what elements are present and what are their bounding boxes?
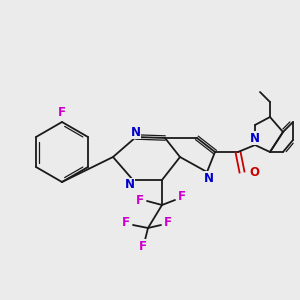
Text: F: F [58, 106, 66, 118]
Text: F: F [178, 190, 186, 203]
Text: F: F [122, 217, 130, 230]
Text: F: F [136, 194, 144, 206]
Text: F: F [164, 217, 172, 230]
Text: F: F [139, 239, 147, 253]
Text: N: N [204, 172, 214, 184]
Text: N: N [131, 125, 141, 139]
Text: O: O [249, 166, 259, 178]
Text: N: N [125, 178, 135, 191]
Text: N: N [250, 131, 260, 145]
